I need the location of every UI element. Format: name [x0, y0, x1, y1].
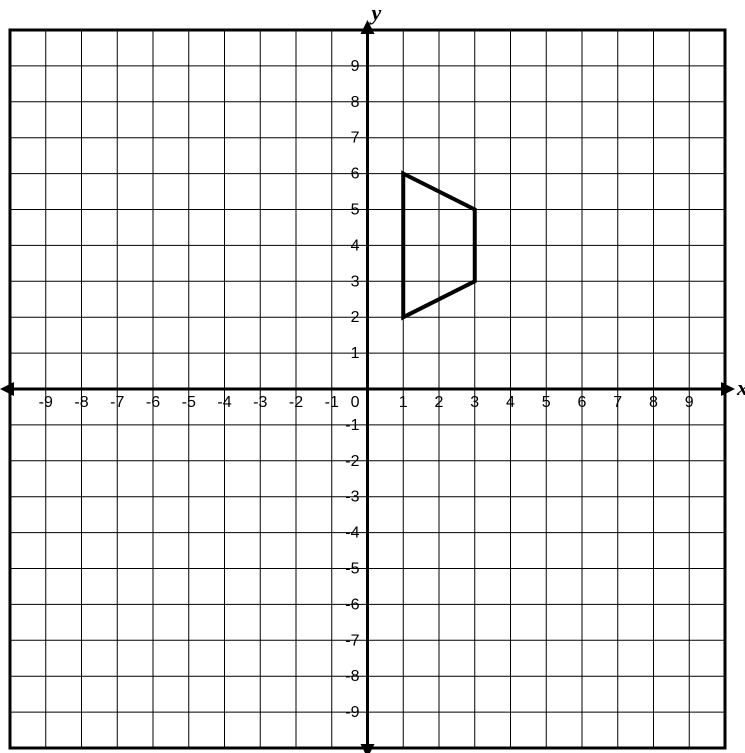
cartesian-chart: -9 -8 -7 -6 -5 -4 -3 -2 -1 1 2 3 4 5 6 7 8 9 -9 -8 -7 -6 -5 -4 -…: [0, 0, 745, 753]
y-tick-label: -9: [345, 704, 359, 721]
x-tick-label: 3: [470, 394, 479, 411]
x-tick-label: 7: [613, 394, 622, 411]
x-tick-label: -6: [146, 394, 160, 411]
x-tick-label: -3: [253, 394, 267, 411]
x-tick-label: 9: [685, 394, 694, 411]
y-tick-label: 1: [351, 345, 360, 362]
x-tick-label: 4: [506, 394, 515, 411]
x-tick-label: 5: [542, 394, 551, 411]
y-tick-label: 2: [351, 309, 360, 326]
y-tick-label: 5: [351, 202, 360, 219]
y-tick-label: -6: [345, 596, 359, 613]
y-tick-label: -7: [345, 632, 359, 649]
y-tick-label: -8: [345, 668, 359, 685]
x-tick-label: -8: [74, 394, 88, 411]
x-tick-label: -2: [289, 394, 303, 411]
y-tick-label: 8: [351, 94, 360, 111]
x-tick-label: -7: [110, 394, 124, 411]
x-tick-label: 2: [435, 394, 444, 411]
x-tick-label: -9: [39, 394, 53, 411]
y-tick-label: -1: [345, 417, 359, 434]
x-tick-label: 6: [578, 394, 587, 411]
y-tick-label: 3: [351, 273, 360, 290]
y-tick-label: -5: [345, 561, 359, 578]
x-tick-label: -5: [182, 394, 196, 411]
x-tick-label: -1: [325, 394, 339, 411]
y-tick-label: 4: [351, 237, 360, 254]
x-tick-label: 8: [649, 394, 658, 411]
y-tick-label: 7: [351, 130, 360, 147]
y-tick-label: 9: [351, 58, 360, 75]
y-tick-label: 6: [351, 166, 360, 183]
x-tick-label: 1: [399, 394, 408, 411]
y-tick-label: -4: [345, 525, 359, 542]
chart-container: -9 -8 -7 -6 -5 -4 -3 -2 -1 1 2 3 4 5 6 7 8 9 -9 -8 -7 -6 -5 -4 -…: [0, 0, 745, 753]
y-tick-label: -2: [345, 453, 359, 470]
x-tick-label: -4: [217, 394, 231, 411]
origin-label: 0: [351, 394, 360, 411]
x-axis-label: x: [736, 375, 745, 400]
y-tick-label: -3: [345, 489, 359, 506]
